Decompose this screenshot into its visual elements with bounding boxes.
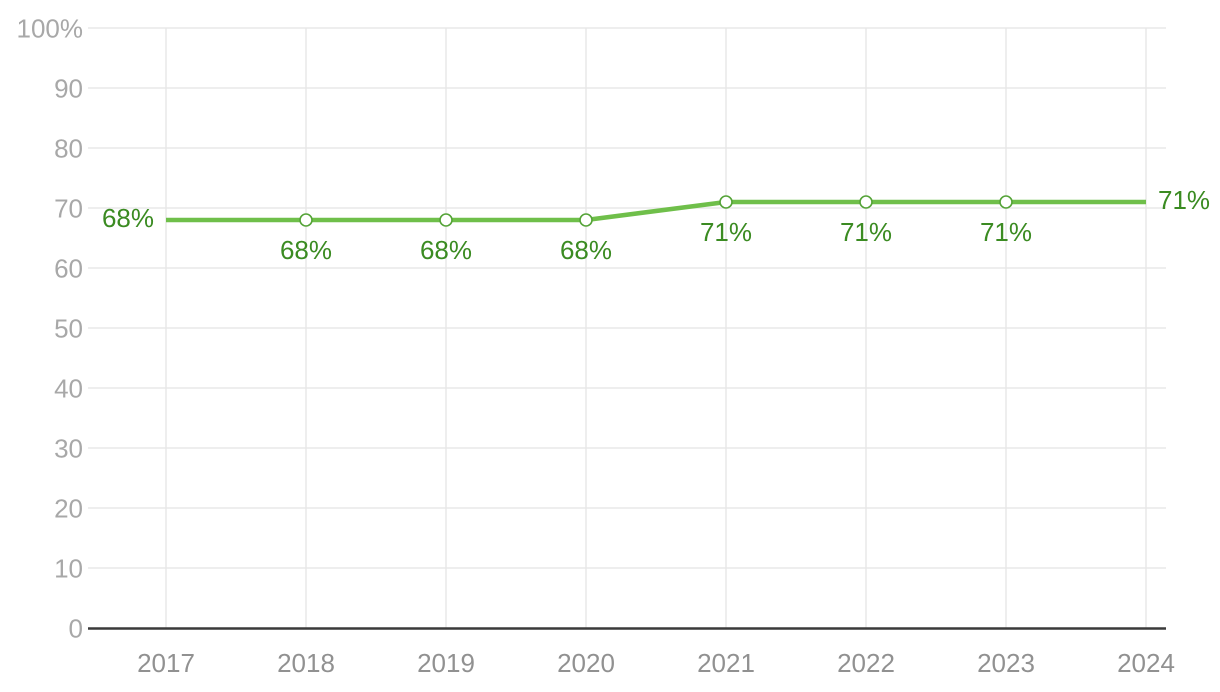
y-tick-label: 10 [54,554,83,584]
data-point-marker[interactable] [579,213,593,227]
data-point-marker[interactable] [859,195,873,209]
x-tick-label: 2022 [837,648,895,678]
x-tick-label: 2024 [1117,648,1175,678]
x-tick-label: 2017 [137,648,195,678]
data-point-marker[interactable] [439,213,453,227]
data-point-label: 68% [102,203,154,233]
y-tick-label: 60 [54,254,83,284]
y-tick-label: 80 [54,134,83,164]
x-tick-label: 2019 [417,648,475,678]
data-point-marker[interactable] [999,195,1013,209]
y-tick-label: 100% [17,14,84,44]
y-tick-label: 70 [54,194,83,224]
y-tick-label: 0 [69,614,83,644]
y-tick-label: 50 [54,314,83,344]
data-point-marker[interactable] [719,195,733,209]
data-point-label: 71% [1158,185,1210,215]
data-point-marker[interactable] [299,213,313,227]
x-tick-label: 2023 [977,648,1035,678]
data-point-label: 71% [980,217,1032,247]
series-line [166,199,1146,223]
data-point-label: 71% [700,217,752,247]
y-tick-label: 30 [54,434,83,464]
data-point-label: 71% [840,217,892,247]
y-tick-label: 20 [54,494,83,524]
y-tick-label: 90 [54,74,83,104]
y-tick-label: 40 [54,374,83,404]
data-point-label: 68% [280,235,332,265]
x-tick-label: 2021 [697,648,755,678]
data-point-label: 68% [560,235,612,265]
x-tick-label: 2018 [277,648,335,678]
data-point-label: 68% [420,235,472,265]
x-tick-label: 2020 [557,648,615,678]
